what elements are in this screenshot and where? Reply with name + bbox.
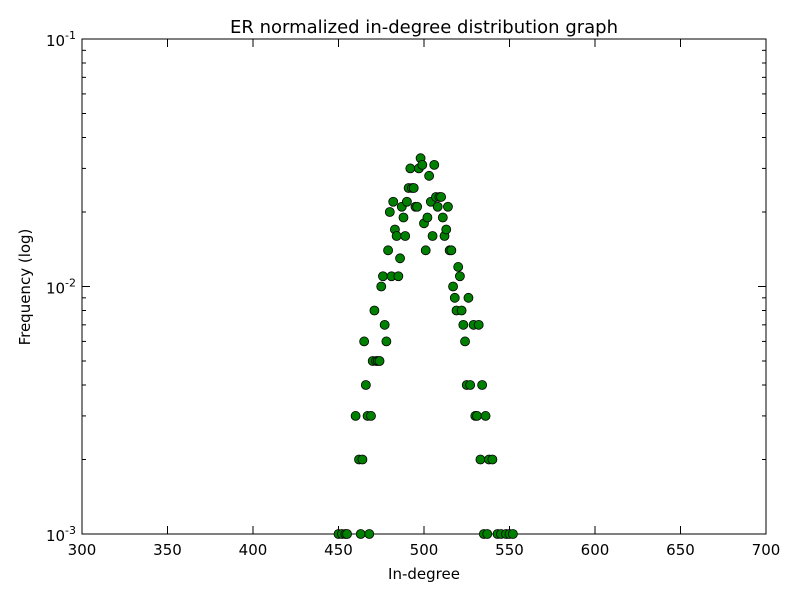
y-tick-label: 10-2: [46, 277, 76, 298]
data-point: [472, 411, 482, 421]
plot-area: [81, 38, 767, 535]
x-tick-label: 500: [410, 541, 439, 559]
data-point: [460, 336, 470, 347]
data-point: [355, 529, 366, 539]
data-point: [422, 212, 433, 223]
data-point: [388, 196, 399, 207]
data-point: [350, 411, 361, 421]
data-point: [417, 159, 428, 170]
data-point: [443, 201, 453, 212]
data-point: [463, 292, 474, 303]
data-point: [381, 336, 392, 347]
data-point: [395, 253, 405, 264]
data-point: [374, 356, 385, 366]
data-point: [364, 529, 375, 539]
data-point: [432, 201, 443, 212]
x-tick-label: 300: [68, 541, 97, 559]
data-point: [473, 319, 484, 330]
chart-title: ER normalized in-degree distribution gra…: [230, 17, 618, 38]
data-point: [455, 271, 465, 282]
data-point: [449, 292, 460, 303]
x-tick-label: 550: [495, 541, 524, 559]
data-point: [405, 163, 416, 174]
y-tick-label-base: 10: [46, 280, 65, 298]
data-point: [342, 529, 352, 539]
y-tick-label-base: 10: [46, 32, 65, 50]
data-point: [453, 262, 464, 272]
y-axis-label: Frequency (log): [16, 229, 34, 346]
data-point: [475, 454, 486, 465]
data-point: [427, 231, 438, 241]
x-tick-label: 350: [153, 541, 182, 559]
data-point: [482, 529, 493, 539]
x-axis-label: In-degree: [388, 565, 460, 583]
x-tick-label: 700: [752, 541, 781, 559]
data-point: [508, 529, 518, 539]
y-tick-label-exponent: -3: [65, 524, 76, 537]
data-point: [408, 183, 419, 193]
data-point: [359, 336, 370, 347]
data-point: [369, 305, 380, 316]
y-tick-label: 10-3: [46, 524, 76, 545]
x-tick-label: 450: [324, 541, 353, 559]
data-point: [448, 281, 458, 292]
y-tick-label-exponent: -1: [65, 29, 76, 42]
y-tick-label: 10-1: [46, 29, 76, 50]
data-point: [412, 201, 423, 212]
data-point: [383, 245, 393, 256]
data-point: [420, 245, 431, 256]
data-point: [465, 380, 476, 390]
y-tick-label-exponent: -2: [65, 277, 76, 290]
data-point: [477, 380, 488, 390]
data-point: [437, 212, 448, 223]
data-point: [376, 281, 387, 292]
data-point: [400, 231, 411, 241]
data-point: [441, 224, 452, 235]
data-point: [401, 196, 412, 207]
y-tick-label-base: 10: [46, 527, 65, 545]
data-point: [446, 245, 457, 256]
data-point: [480, 411, 491, 421]
x-tick-label: 600: [581, 541, 610, 559]
data-point: [393, 271, 404, 282]
data-point: [458, 319, 469, 330]
data-point: [384, 207, 395, 217]
data-point: [360, 380, 371, 390]
data-point: [429, 159, 440, 170]
data-point: [436, 192, 447, 202]
data-points: [333, 153, 518, 539]
data-point: [366, 411, 376, 421]
data-point: [424, 170, 435, 181]
x-tick-label: 650: [666, 541, 695, 559]
data-point: [398, 212, 409, 223]
data-point: [378, 271, 388, 282]
data-point: [487, 454, 498, 465]
data-point: [391, 231, 402, 241]
data-point: [357, 454, 368, 465]
data-point: [456, 305, 467, 316]
x-tick-label: 400: [239, 541, 268, 559]
data-point: [379, 319, 390, 330]
